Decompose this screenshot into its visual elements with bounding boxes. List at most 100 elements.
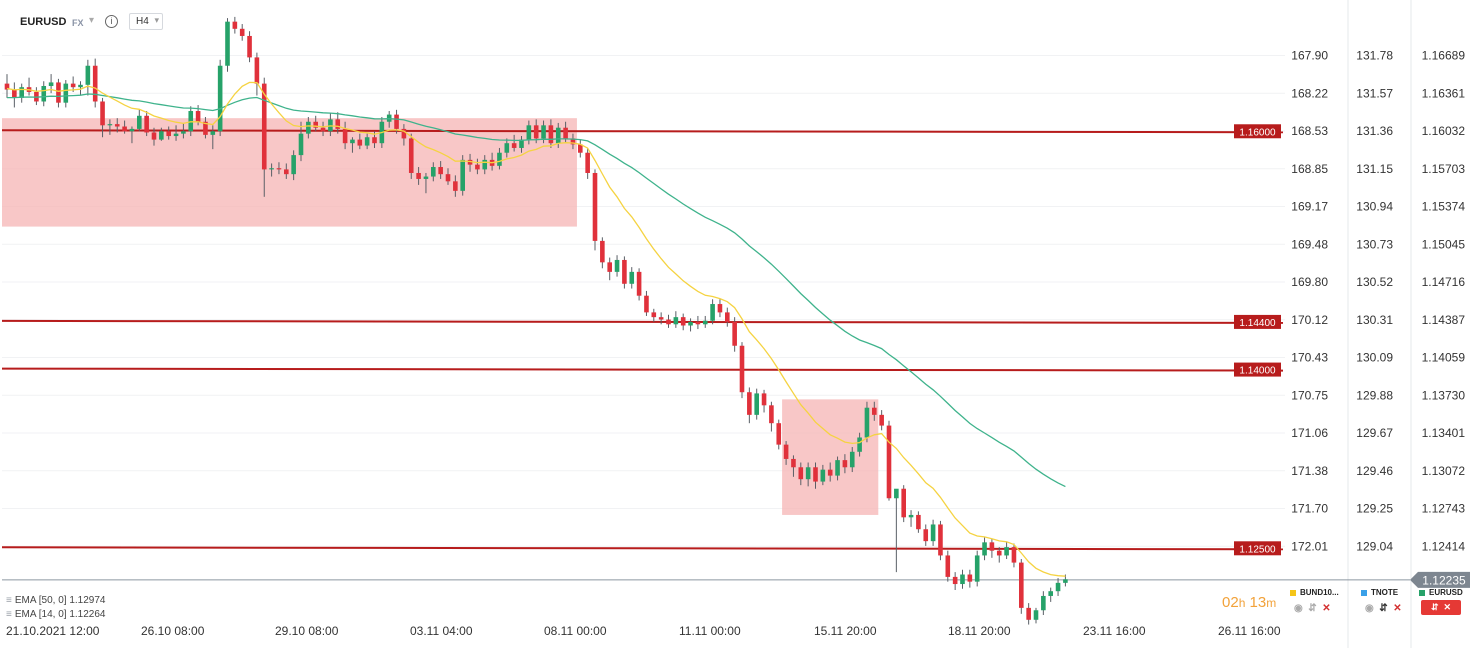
eurusd-controls[interactable]: ⇵ ✕ xyxy=(1421,600,1461,615)
time-tick-label: 26.11 16:00 xyxy=(1218,624,1281,638)
candle-bull xyxy=(710,304,715,321)
candle-bear xyxy=(813,467,818,482)
level-tag xyxy=(1234,314,1281,329)
time-tick-label: 11.11 00:00 xyxy=(679,624,741,638)
candle-bear xyxy=(872,407,877,415)
support-zone xyxy=(2,118,577,227)
candle-bull xyxy=(431,167,436,177)
candle-bear xyxy=(313,121,318,128)
support-zone xyxy=(782,399,879,515)
instrument-tnote[interactable]: TNOTE ◉ ⇵ ✕ xyxy=(1361,588,1402,614)
ema50-label: EMA [50, 0] 1.12974 xyxy=(14,595,106,606)
candle-bear xyxy=(916,514,921,530)
axis-tick-label: 172.01 xyxy=(1291,539,1328,553)
candle-bull xyxy=(835,460,840,476)
instrument-eurusd[interactable]: EURUSD ⇵ ✕ xyxy=(1419,588,1463,615)
eye-icon[interactable]: ◉ xyxy=(1365,603,1374,614)
candle-bull xyxy=(629,271,635,284)
indicator-icon: ≡ xyxy=(6,595,12,606)
candle-countdown: 02h 13m xyxy=(1222,594,1276,611)
candle-bear xyxy=(408,138,414,173)
time-tick-label: 18.11 20:00 xyxy=(948,624,1011,638)
candle-bull xyxy=(555,127,561,144)
symbol-label[interactable]: EURUSD xyxy=(20,16,67,28)
candle-bull xyxy=(85,65,91,85)
candle-bear xyxy=(276,168,282,170)
level-line xyxy=(1,319,1284,324)
candle-bear xyxy=(100,101,105,126)
timer-minutes: 13 xyxy=(1249,594,1267,611)
axis-tick-label: 130.31 xyxy=(1356,313,1393,327)
candle-bear xyxy=(570,138,576,145)
candle-bull xyxy=(63,83,69,103)
close-icon[interactable]: ✕ xyxy=(1393,603,1402,614)
close-icon[interactable]: ✕ xyxy=(1443,602,1452,612)
axis-tick-label: 130.73 xyxy=(1356,237,1393,251)
ema14-legend[interactable]: ≡ EMA [14, 0] 1.12264 xyxy=(6,609,105,620)
timeframe-select[interactable]: H4 ▾ xyxy=(129,13,163,30)
candle-bear xyxy=(886,425,892,499)
level-tag xyxy=(1234,541,1281,556)
candle-bull xyxy=(702,320,708,325)
eye-icon[interactable]: ◉ xyxy=(1294,603,1303,614)
candle-bull xyxy=(820,469,826,482)
candle-bear xyxy=(114,124,120,127)
candle-bear xyxy=(585,152,590,173)
candle-bear xyxy=(453,181,458,191)
horizontal-levels: 1.16000 1.14400 1.14000 1.12500 1.12235 xyxy=(1,124,1470,588)
candle-bull xyxy=(960,574,965,585)
axis-tick-label: 1.16032 xyxy=(1422,124,1466,138)
axis-tick-label: 130.94 xyxy=(1356,200,1393,214)
level-tag-label: 1.14400 xyxy=(1239,318,1276,329)
candle-bull xyxy=(78,84,83,88)
chart-grid xyxy=(2,0,1412,648)
axis-tick-label: 1.15703 xyxy=(1422,162,1466,176)
level-line xyxy=(1,129,1284,134)
candle-bear xyxy=(203,121,208,135)
candle-bear xyxy=(592,172,598,241)
candle-bear xyxy=(372,137,377,144)
candle-bear xyxy=(636,271,642,296)
swap-icon[interactable]: ⇵ xyxy=(1430,602,1439,612)
axis-tick-label: 1.12743 xyxy=(1422,502,1466,516)
time-tick-label: 08.11 00:00 xyxy=(544,624,607,638)
chevron-down-icon[interactable]: ▾ xyxy=(89,15,95,26)
time-tick-label: 26.10 08:00 xyxy=(141,624,205,638)
timer-minutes-unit: m xyxy=(1266,596,1277,610)
candle-bull xyxy=(908,514,914,518)
candle-bear xyxy=(600,240,605,263)
current-price-tag xyxy=(1410,571,1470,588)
time-tick-label: 29.10 08:00 xyxy=(275,624,339,638)
candle-bear xyxy=(666,319,671,325)
candle-bear xyxy=(717,304,723,313)
close-icon[interactable]: ✕ xyxy=(1322,603,1331,614)
candle-bear xyxy=(511,143,517,148)
candle-bear xyxy=(607,262,612,272)
candle-bull xyxy=(1041,595,1046,611)
ema50-legend[interactable]: ≡ EMA [50, 0] 1.12974 xyxy=(6,595,105,606)
sort-icon[interactable]: ⇵ xyxy=(1308,603,1317,614)
candle-bear xyxy=(438,167,443,175)
candle-bear xyxy=(578,144,583,153)
candlesticks xyxy=(4,16,1068,625)
ema14-label: EMA [14, 0] 1.12264 xyxy=(14,609,106,620)
candle-bull xyxy=(137,115,142,129)
info-icon[interactable]: i xyxy=(105,15,118,28)
candle-bull xyxy=(504,143,510,153)
candle-bear xyxy=(938,524,943,556)
candle-bear xyxy=(1019,562,1024,608)
candle-bear xyxy=(769,405,774,424)
tnote-name: TNOTE xyxy=(1371,588,1399,597)
candle-bear xyxy=(747,392,752,415)
candle-bull xyxy=(614,259,620,272)
instrument-bund[interactable]: BUND10... ◉ ⇵ ✕ xyxy=(1290,588,1339,614)
market-label: FX xyxy=(72,18,84,28)
candle-bull xyxy=(107,124,113,126)
axis-tick-label: 131.78 xyxy=(1356,49,1393,63)
sort-icon[interactable]: ⇵ xyxy=(1379,603,1388,614)
axis-tick-label: 169.17 xyxy=(1291,200,1328,214)
axis-tick-label: 1.15045 xyxy=(1422,237,1466,251)
axis-tick-label: 1.14059 xyxy=(1422,351,1466,365)
axis-tick-label: 129.04 xyxy=(1356,539,1393,553)
